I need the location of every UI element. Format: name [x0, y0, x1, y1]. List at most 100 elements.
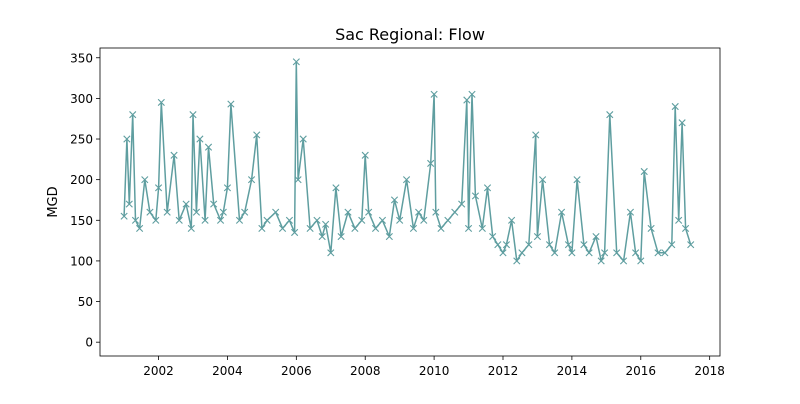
- data-point-marker: [415, 208, 423, 216]
- data-point-marker: [235, 216, 244, 224]
- y-tick-label: 150: [70, 214, 93, 228]
- data-point-marker: [661, 249, 669, 257]
- data-point-marker: [123, 135, 131, 143]
- data-point-marker: [157, 98, 165, 107]
- data-point-marker: [502, 241, 511, 249]
- data-point-marker: [508, 216, 516, 224]
- data-point-marker: [131, 216, 140, 224]
- data-point-marker: [402, 176, 411, 184]
- data-point-marker: [253, 131, 261, 139]
- data-point-marker: [390, 196, 399, 204]
- data-point-marker: [299, 135, 307, 143]
- data-point-marker: [551, 249, 559, 257]
- data-point-marker: [409, 224, 418, 233]
- data-point-marker: [532, 131, 540, 139]
- data-point-marker: [597, 257, 605, 265]
- data-point-marker: [483, 184, 492, 192]
- data-point-marker: [219, 208, 227, 216]
- data-point-marker: [263, 216, 271, 224]
- data-point-marker: [444, 216, 452, 224]
- data-point-marker: [125, 200, 133, 208]
- data-point-marker: [427, 159, 435, 167]
- data-point-marker: [592, 232, 600, 241]
- data-point-marker: [371, 224, 380, 233]
- data-point-marker: [557, 208, 566, 216]
- x-tick-label: 2014: [557, 364, 588, 378]
- data-point-marker: [632, 249, 640, 257]
- data-point-marker: [654, 249, 662, 257]
- series-layer: [120, 58, 695, 265]
- data-point-marker: [671, 102, 679, 111]
- data-point-marker: [318, 232, 326, 241]
- y-tick-label: 300: [70, 92, 93, 106]
- data-point-marker: [146, 208, 154, 216]
- data-point-marker: [196, 135, 204, 143]
- x-tick-label: 2016: [626, 364, 657, 378]
- x-tick-label: 2006: [281, 364, 312, 378]
- data-point-marker: [580, 241, 588, 249]
- data-point-marker: [365, 208, 373, 216]
- data-point-marker: [585, 249, 593, 257]
- data-point-marker: [647, 224, 655, 233]
- data-point-marker: [247, 176, 256, 184]
- x-tick-label: 2002: [143, 364, 174, 378]
- data-point-marker: [344, 208, 352, 216]
- data-point-marker: [606, 111, 614, 119]
- x-axis: 2002 2004 2006 2008 2010 2012 2014 2016 2018: [143, 356, 725, 378]
- data-point-marker: [678, 119, 686, 127]
- data-point-marker: [175, 216, 183, 224]
- data-point-marker: [619, 257, 628, 265]
- data-point-marker: [478, 224, 486, 233]
- data-point-marker: [518, 249, 526, 257]
- data-point-marker: [358, 216, 366, 224]
- data-point-marker: [437, 224, 445, 233]
- data-point-marker: [613, 249, 621, 257]
- data-point-marker: [163, 208, 171, 216]
- data-point-marker: [681, 224, 690, 233]
- data-point-marker: [285, 216, 294, 224]
- data-point-marker: [675, 216, 683, 224]
- y-tick-label: 200: [70, 173, 93, 187]
- y-tick-label: 250: [70, 133, 93, 147]
- data-point-marker: [154, 184, 163, 192]
- data-point-marker: [525, 241, 533, 249]
- data-point-marker: [378, 216, 387, 224]
- data-point-marker: [170, 151, 178, 159]
- data-point-marker: [278, 224, 287, 233]
- data-point-marker: [332, 184, 340, 192]
- x-tick-label: 2010: [419, 364, 450, 378]
- data-point-marker: [120, 212, 128, 220]
- data-point-marker: [361, 151, 369, 159]
- x-tick-label: 2018: [694, 364, 725, 378]
- data-point-marker: [640, 167, 648, 176]
- data-point-marker: [573, 176, 581, 184]
- y-tick-label: 0: [85, 336, 93, 350]
- data-point-marker: [451, 208, 459, 216]
- data-point-marker: [637, 257, 645, 265]
- data-point-marker: [294, 176, 302, 184]
- data-point-marker: [499, 249, 507, 257]
- data-point-marker: [272, 208, 280, 216]
- data-point-marker: [430, 90, 438, 98]
- data-point-marker: [322, 220, 330, 228]
- data-point-marker: [687, 241, 695, 249]
- data-point-marker: [204, 143, 213, 151]
- y-tick-label: 50: [78, 295, 93, 309]
- data-point-marker: [201, 216, 209, 224]
- data-point-marker: [396, 216, 404, 224]
- data-point-marker: [227, 100, 235, 108]
- y-tick-label: 100: [70, 254, 93, 268]
- data-point-marker: [545, 241, 554, 249]
- data-point-marker: [533, 232, 542, 241]
- data-point-marker: [568, 249, 576, 257]
- data-point-marker: [385, 232, 393, 241]
- data-point-marker: [668, 241, 676, 249]
- x-tick-label: 2004: [212, 364, 243, 378]
- data-point-marker: [189, 111, 197, 119]
- x-tick-label: 2008: [350, 364, 381, 378]
- data-point-marker: [223, 184, 232, 192]
- data-point-marker: [539, 176, 547, 184]
- data-point-marker: [626, 208, 635, 216]
